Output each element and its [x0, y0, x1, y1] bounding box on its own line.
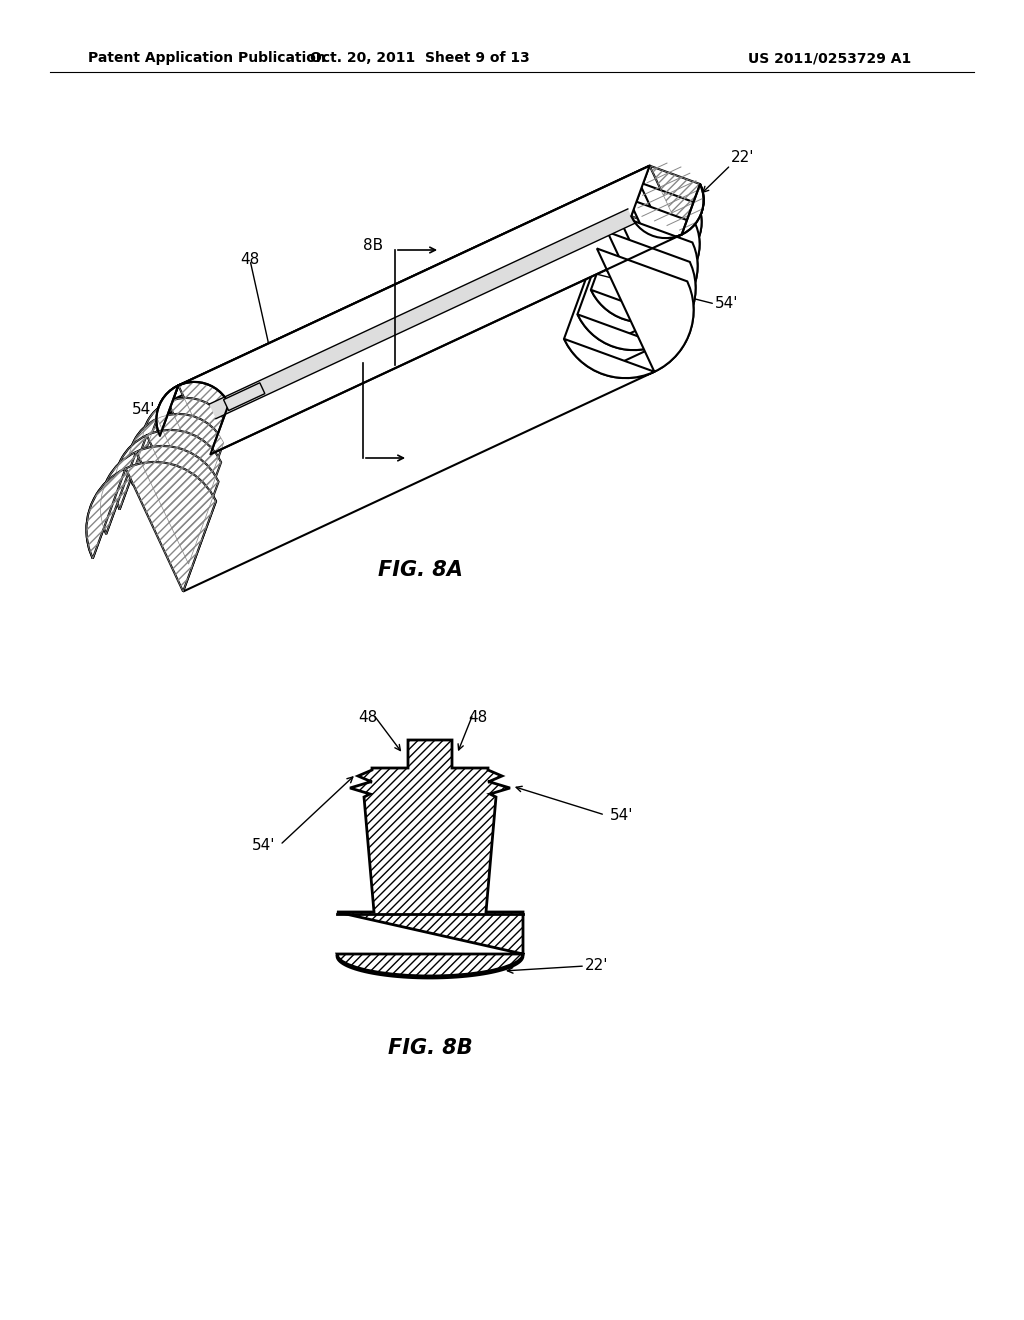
- Polygon shape: [604, 199, 699, 294]
- Text: 54': 54': [610, 808, 634, 822]
- Polygon shape: [209, 209, 635, 418]
- Polygon shape: [591, 215, 697, 322]
- Text: US 2011/0253729 A1: US 2011/0253729 A1: [749, 51, 911, 65]
- Polygon shape: [115, 215, 697, 537]
- Polygon shape: [100, 446, 218, 564]
- Polygon shape: [115, 430, 221, 537]
- Text: 54': 54': [131, 403, 155, 417]
- Polygon shape: [157, 166, 703, 454]
- Polygon shape: [86, 462, 216, 591]
- Polygon shape: [86, 248, 693, 591]
- Text: FIG. 8A: FIG. 8A: [378, 560, 463, 579]
- Text: 8B: 8B: [331, 455, 351, 470]
- Text: 22': 22': [585, 958, 608, 974]
- Polygon shape: [128, 199, 699, 510]
- Polygon shape: [617, 182, 701, 267]
- Text: 48: 48: [358, 710, 378, 726]
- Text: 48: 48: [241, 252, 260, 268]
- Polygon shape: [128, 414, 223, 510]
- Polygon shape: [337, 741, 523, 975]
- Text: 8B: 8B: [362, 238, 383, 252]
- Polygon shape: [187, 232, 607, 440]
- Polygon shape: [208, 166, 649, 383]
- Text: 22': 22': [731, 150, 754, 165]
- Polygon shape: [223, 383, 265, 411]
- Text: Patent Application Publication: Patent Application Publication: [88, 51, 326, 65]
- Text: 54': 54': [252, 837, 275, 853]
- Text: 48: 48: [468, 710, 487, 726]
- Text: 54': 54': [715, 297, 738, 312]
- Text: 50: 50: [131, 447, 150, 462]
- Polygon shape: [193, 215, 617, 425]
- Polygon shape: [100, 232, 695, 564]
- Polygon shape: [564, 248, 693, 378]
- Polygon shape: [157, 166, 703, 454]
- Polygon shape: [157, 381, 228, 454]
- Polygon shape: [203, 182, 639, 397]
- Polygon shape: [631, 166, 703, 238]
- Polygon shape: [142, 182, 701, 482]
- Polygon shape: [578, 232, 695, 350]
- Polygon shape: [198, 199, 629, 412]
- Text: Oct. 20, 2011  Sheet 9 of 13: Oct. 20, 2011 Sheet 9 of 13: [310, 51, 529, 65]
- Text: FIG. 8B: FIG. 8B: [388, 1038, 472, 1059]
- Polygon shape: [142, 397, 226, 482]
